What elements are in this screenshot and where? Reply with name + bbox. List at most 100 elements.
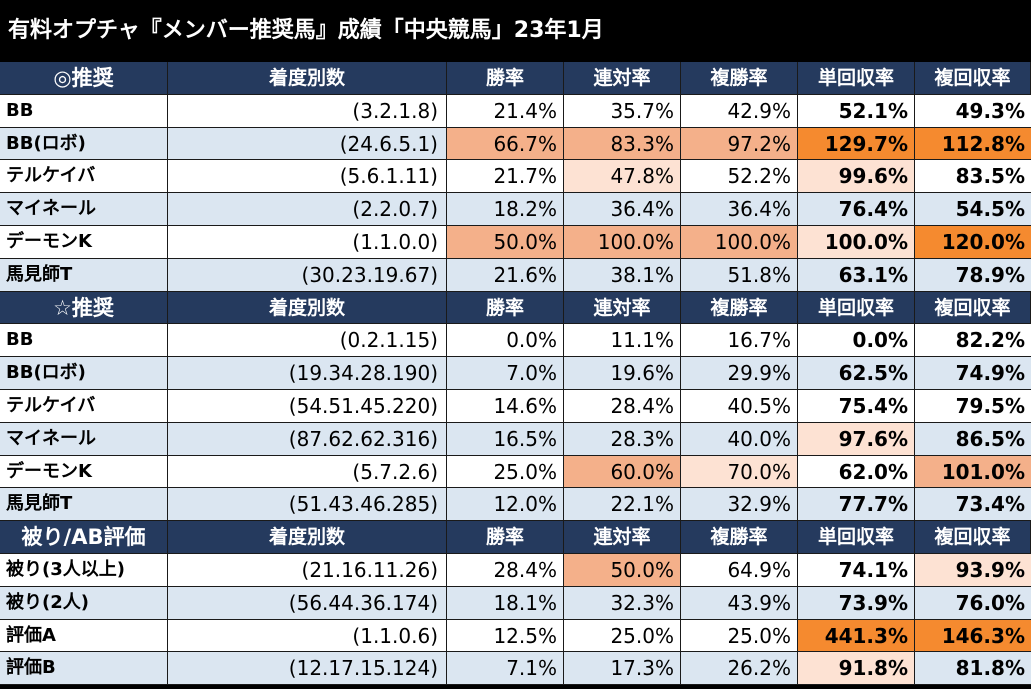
table-row: テルケイバ (54.51.45.220) 14.6% 28.4% 40.5% 75.4% 7… [0,389,1031,423]
table-cell: 52.1% [798,94,915,127]
column-header: 複勝率 [681,521,798,553]
table-row: BB(ロボ) (24.6.5.1) 66.7% 83.3% 97.2% 129.7% 112… [0,127,1031,161]
table-cell: (54.51.45.220) [168,389,447,422]
table-cell: 50.0% [564,553,681,586]
column-header: 勝率 [447,62,564,94]
column-header: 着度別数 [168,291,447,324]
table-cell: 91.8% [798,652,915,685]
table-cell: 11.1% [564,324,681,357]
table-row: デーモンK (1.1.0.0) 50.0% 100.0% 100.0% 100.0% 120… [0,225,1031,259]
column-header: 勝率 [447,521,564,553]
table-cell: 52.2% [681,160,798,193]
table-cell: 25.0% [681,619,798,652]
table-cell: 146.3% [915,619,1031,652]
table-cell: 100.0% [798,225,915,258]
table-cell: 83.3% [564,127,681,160]
table-cell: 86.5% [955,426,1025,451]
row-label: 評価A [0,619,168,652]
table-row: 被り(3人以上) (21.16.11.26) 28.4% 50.0% 64.9% 74.1… [0,553,1031,587]
table-cell: 50.0% [447,225,564,258]
row-label: 評価B [0,652,168,685]
column-header: 複勝率 [681,62,798,94]
column-header: 連対率 [564,521,681,553]
table-cell: 21.7% [447,160,564,193]
row-label: BB [0,324,168,357]
table-cell: 42.9% [681,94,798,127]
column-header: 着度別数 [168,62,447,94]
table-cell: (0.2.1.15) [168,324,447,357]
table-cell: 26.2% [681,652,798,685]
table-cell: 0.0% [447,324,564,357]
table-cell: 60.0% [564,455,681,488]
table-cell: 28.3% [564,422,681,455]
table-cell: 47.8% [564,160,681,193]
table-cell: 36.4% [681,193,798,225]
section-title: ☆推奨 [0,291,168,324]
row-label: BB(ロボ) [0,357,168,389]
table-cell: 18.1% [447,586,564,619]
table-cell: (51.43.46.285) [168,488,447,521]
table-row: BB (3.2.1.8) 21.4% 35.7% 42.9% 52.1% 49.3% [0,94,1031,128]
table-cell: 7.1% [447,652,564,685]
table-cell: (12.17.15.124) [168,652,447,685]
table-cell: 22.1% [564,488,681,521]
table-cell: (21.16.11.26) [168,553,447,586]
table-cell: 19.6% [564,357,681,389]
table-cell: (30.23.19.67) [168,258,447,291]
table-row: 評価A (1.1.0.6) 12.5% 25.0% 25.0% 441.3% 146.3% [0,619,1031,653]
table-cell: 0.0% [798,324,915,357]
column-header: 複回収率 [915,521,1031,553]
table-cell: 93.9% [915,553,1031,586]
table-row: BB(ロボ) (19.34.28.190) 7.0% 19.6% 29.9% 62.5% 7… [0,357,1031,390]
table-cell: 77.7% [798,488,915,521]
table-cell: (24.6.5.1) [168,127,447,160]
row-label: 馬見師T [0,488,168,521]
table-cell: 49.3% [955,98,1025,123]
column-header: 連対率 [564,62,681,94]
table-cell: 97.6% [798,422,915,455]
section-title: 被り/AB評価 [0,521,168,553]
table-cell: 82.2% [955,328,1025,353]
table-cell: (87.62.62.316) [168,422,447,455]
row-label: テルケイバ [0,389,168,422]
row-label: デーモンK [0,225,168,258]
table-cell: 101.0% [915,455,1031,488]
table-cell: (5.7.2.6) [168,455,447,488]
table-cell: (3.2.1.8) [168,94,447,127]
table-cell: 18.2% [447,193,564,225]
table-cell: 79.5% [955,393,1025,418]
table-cell: 74.1% [798,553,915,586]
row-label: 馬見師T [0,258,168,291]
table-row: 馬見師T (30.23.19.67) 21.6% 38.1% 51.8% 63.1% 78.… [0,258,1031,292]
table-cell: 51.8% [681,258,798,291]
table-cell: 78.9% [955,262,1025,287]
column-header: 複回収率 [915,62,1031,94]
table-cell: 100.0% [681,225,798,258]
column-header: 勝率 [447,291,564,324]
table-cell: 32.9% [681,488,798,521]
page-title: 有料オプチャ『メンバー推奨馬』成績「中央競馬」23年1月 [0,0,1031,62]
column-header: 単回収率 [798,291,915,324]
table-cell: 62.5% [798,357,915,389]
column-header: 単回収率 [798,521,915,553]
table-cell: 70.0% [681,455,798,488]
table-cell: 28.4% [447,553,564,586]
table-row: 馬見師T (51.43.46.285) 12.0% 22.1% 32.9% 77.7% 73… [0,488,1031,522]
table-cell: 36.4% [564,193,681,225]
table-cell: 120.0% [915,225,1031,258]
table-row: 被り(2人) (56.44.36.174) 18.1% 32.3% 43.9% 73.9%… [0,586,1031,620]
table-cell: 76.0% [955,590,1025,615]
table-cell: 73.4% [955,492,1025,517]
table-cell: (5.6.1.11) [168,160,447,193]
table-cell: 12.0% [447,488,564,521]
table-cell: 35.7% [564,94,681,127]
stats-table: ◎推奨 着度別数 勝率 連対率 複勝率 単回収率 複回収率 BB (3.2.1.8) 21.4% 3… [0,62,1031,686]
table-cell: 40.0% [681,422,798,455]
table-cell: 83.5% [955,164,1025,189]
table-cell: 75.4% [798,389,915,422]
row-label: 被り(3人以上) [0,553,168,586]
table-row: マイネール (2.2.0.7) 18.2% 36.4% 36.4% 76.4% 54.5% [0,193,1031,226]
table-row: マイネール (87.62.62.316) 16.5% 28.3% 40.0% 97.6% 8… [0,422,1031,456]
table-cell: 25.0% [447,455,564,488]
row-label: テルケイバ [0,160,168,193]
